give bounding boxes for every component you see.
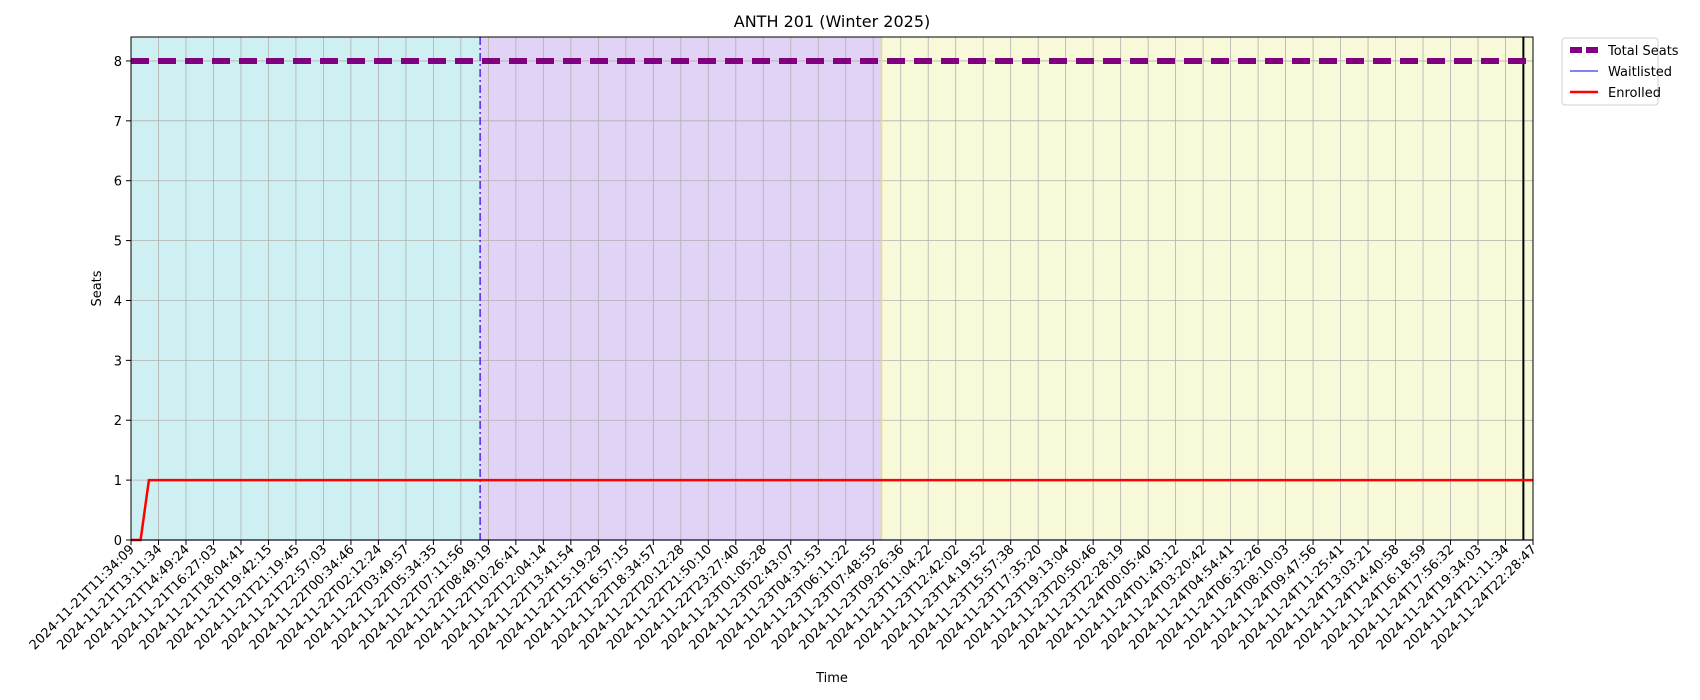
legend-box	[1561, 37, 1659, 106]
x-axis-label: Time	[815, 671, 848, 686]
grid-lines	[130, 37, 1534, 541]
y-tick-label: 8	[114, 55, 122, 70]
y-tick-label: 6	[114, 175, 122, 190]
legend-label-enrolled: Enrolled	[1608, 86, 1661, 101]
y-tick-label: 0	[114, 534, 122, 549]
shaded-region-3	[881, 37, 1533, 540]
legend-label-total-seats: Total Seats	[1607, 44, 1679, 59]
y-tick-label: 7	[114, 115, 122, 130]
y-tick-label: 2	[114, 414, 122, 429]
y-axis-ticks: 0 1 2 3 4 5 6 7 8	[114, 55, 131, 549]
y-tick-label: 4	[114, 294, 122, 309]
chart-title: ANTH 201 (Winter 2025)	[734, 12, 930, 31]
y-tick-label: 5	[114, 235, 122, 250]
plot-frame	[130, 36, 1534, 541]
vertical-markers	[479, 37, 1525, 540]
y-axis-label: Seats	[90, 270, 105, 306]
x-axis-ticks: 2024-11-21T11:34:092024-11-21T13:11:3420…	[27, 540, 1540, 653]
y-tick-label: 1	[114, 474, 122, 489]
legend-label-waitlisted: Waitlisted	[1608, 65, 1672, 80]
shaded-regions	[131, 37, 1533, 540]
legend: Total Seats Waitlisted Enrolled	[1561, 37, 1679, 106]
y-tick-label: 3	[114, 354, 122, 369]
shaded-region-1	[131, 37, 481, 540]
